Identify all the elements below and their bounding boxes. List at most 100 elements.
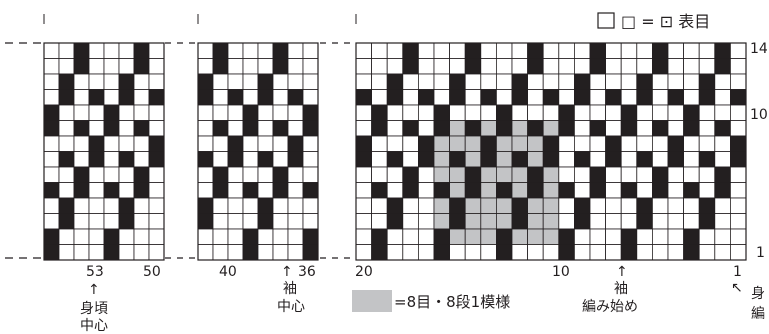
chart-cell — [417, 197, 435, 214]
chart-cell — [433, 42, 451, 59]
chart-cell — [287, 104, 304, 121]
chart-cell — [652, 135, 669, 152]
chart-cell — [558, 73, 575, 90]
stitch-label-40: 40 — [219, 264, 237, 280]
chart-cell — [589, 58, 607, 75]
chart-cell — [133, 42, 150, 59]
chart-cell — [620, 73, 638, 90]
chart-cell — [511, 197, 529, 214]
chart-cell — [402, 58, 419, 75]
chart-cell — [714, 120, 731, 137]
chart-cell — [527, 104, 544, 121]
chart-cell — [449, 197, 466, 214]
chart-cell — [683, 244, 700, 261]
chart-cell — [527, 166, 544, 183]
chart-cell — [272, 58, 289, 75]
chart-cell — [652, 244, 669, 261]
stitch-label-1: 1 — [733, 264, 742, 280]
chart-cell — [480, 73, 497, 90]
chart-cell — [730, 213, 747, 230]
chart-cell — [88, 213, 105, 230]
chart-cell — [698, 73, 716, 90]
chart-cell — [197, 182, 214, 199]
row-label-1: 1 — [756, 245, 765, 261]
chart-cell — [257, 73, 274, 90]
chart-cell — [73, 58, 90, 75]
chart-cell — [43, 120, 60, 137]
chart-cell — [636, 89, 653, 106]
chart-cell — [227, 213, 244, 230]
chart-cell — [667, 73, 685, 90]
chart-cell — [511, 135, 529, 152]
chart-cell — [257, 197, 274, 214]
chart-cell — [402, 182, 419, 199]
chart-cell — [542, 42, 560, 59]
chart-cell — [197, 58, 214, 75]
chart-cell — [212, 213, 229, 230]
chart-cell — [495, 166, 513, 183]
chart-cell — [417, 151, 435, 168]
chart-cell — [242, 182, 259, 199]
chart-cell — [480, 135, 497, 152]
chart-cell — [730, 89, 747, 106]
chart-cell — [257, 213, 274, 230]
chart-cell — [371, 228, 388, 245]
chart-cell — [58, 151, 75, 168]
chart-cell — [197, 120, 214, 137]
chart-cell — [464, 58, 482, 75]
chart-cell — [480, 166, 497, 183]
chart-cell — [371, 73, 388, 90]
chart-cell — [574, 151, 591, 168]
chart-cell — [386, 228, 404, 245]
chart-cell — [589, 213, 607, 230]
chart-cell — [683, 104, 700, 121]
chart-cell — [574, 197, 591, 214]
chart-cell — [227, 58, 244, 75]
chart-cell — [386, 42, 404, 59]
chart-cell — [371, 42, 388, 59]
chart-cell — [667, 120, 685, 137]
chart-cell — [730, 73, 747, 90]
chart-cell — [386, 244, 404, 261]
chart-cell — [402, 135, 419, 152]
chart-cell — [73, 73, 90, 90]
chart-cell — [73, 182, 90, 199]
chart-cell — [133, 89, 150, 106]
chart-cell — [242, 42, 259, 59]
chart-cell — [698, 89, 716, 106]
chart-cell — [683, 120, 700, 137]
chart-cell — [73, 228, 90, 245]
chart-cell — [495, 182, 513, 199]
chart-cell — [88, 135, 105, 152]
chart-cell — [698, 197, 716, 214]
chart-cell — [527, 42, 544, 59]
chart-cell — [433, 182, 451, 199]
chart-cell — [417, 228, 435, 245]
chart-cell — [527, 89, 544, 106]
chart-cell — [227, 151, 244, 168]
chart-cell — [652, 42, 669, 59]
chart-cell — [511, 104, 529, 121]
chart-cell — [464, 166, 482, 183]
chart-cell — [730, 104, 747, 121]
chart-cell — [683, 58, 700, 75]
body-start-label-1: 身 — [751, 286, 765, 302]
body-center-arrow: ↑ — [88, 282, 100, 298]
chart-cell — [574, 42, 591, 59]
chart-cell — [43, 151, 60, 168]
chart-cell — [257, 89, 274, 106]
chart-cell — [480, 213, 497, 230]
chart-cell — [464, 104, 482, 121]
chart-cell — [464, 73, 482, 90]
sleeve-center-label-1: 袖 — [283, 281, 297, 297]
chart-cell — [495, 89, 513, 106]
chart-cell — [402, 244, 419, 261]
chart-cell — [698, 166, 716, 183]
chart-cell — [212, 182, 229, 199]
chart-cell — [287, 213, 304, 230]
chart-cell — [197, 104, 214, 121]
sleeve-start-label-1: 袖 — [614, 281, 628, 297]
chart-cell — [118, 104, 135, 121]
chart-cell — [527, 120, 544, 137]
chart-cell — [480, 104, 497, 121]
